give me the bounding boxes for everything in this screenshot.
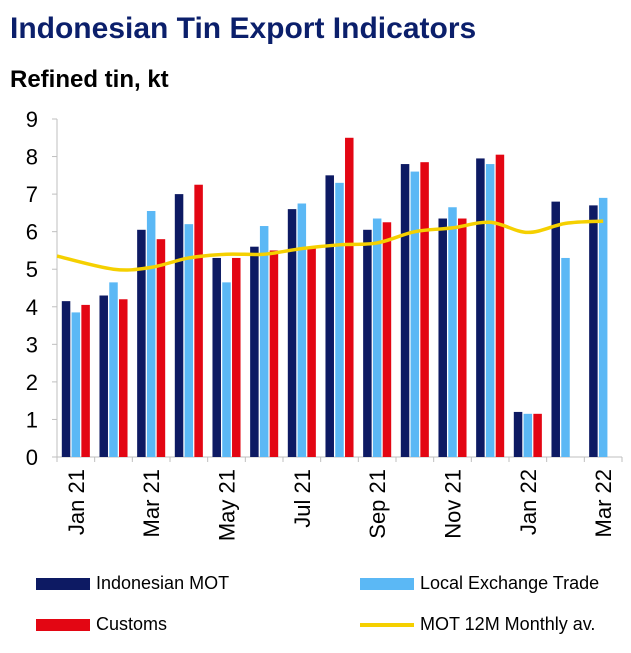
bar-customs bbox=[232, 257, 241, 457]
y-tick-label: 7 bbox=[26, 182, 38, 207]
bar-mot bbox=[513, 411, 523, 457]
chart-title: Indonesian Tin Export Indicators bbox=[10, 12, 477, 45]
y-tick-label: 5 bbox=[26, 257, 38, 282]
legend-swatch-customs bbox=[36, 618, 90, 631]
bar-lme bbox=[485, 164, 495, 458]
x-tick-label: Jan 22 bbox=[516, 469, 541, 535]
bar-lme bbox=[184, 224, 194, 457]
bar-mot bbox=[400, 164, 410, 458]
bar-mot bbox=[137, 229, 146, 457]
bar-customs bbox=[420, 162, 429, 457]
bar-lme bbox=[222, 282, 231, 457]
bar-customs bbox=[345, 137, 354, 457]
bar-lme bbox=[598, 197, 608, 457]
y-tick-label: 6 bbox=[26, 220, 38, 245]
y-tick-label: 4 bbox=[26, 295, 38, 320]
legend-label-mot: Indonesian MOT bbox=[96, 573, 230, 593]
bar-lme bbox=[297, 203, 307, 457]
bar-lme bbox=[146, 211, 156, 457]
x-tick-label: Sep 21 bbox=[365, 469, 390, 539]
bar-customs bbox=[81, 304, 90, 457]
y-tick-label: 0 bbox=[26, 445, 38, 470]
legend-item-customs: Customs bbox=[36, 614, 167, 635]
legend-item-avg: MOT 12M Monthly av. bbox=[360, 614, 595, 635]
legend-label-customs: Customs bbox=[96, 614, 168, 634]
bar-mot bbox=[325, 175, 334, 458]
bar-lme bbox=[448, 207, 457, 457]
bar-lme bbox=[561, 257, 570, 457]
bar-customs bbox=[495, 154, 505, 457]
legend-swatch-mot bbox=[36, 577, 90, 590]
y-tick-label: 1 bbox=[26, 407, 38, 432]
legend-swatch-lme bbox=[360, 577, 414, 590]
legend-item-lme: Local Exchange Trade bbox=[360, 573, 599, 594]
x-tick-label: Jan 21 bbox=[64, 469, 89, 535]
bar-lme bbox=[259, 226, 269, 457]
x-tick-label: Mar 21 bbox=[139, 469, 164, 537]
x-tick-label: May 21 bbox=[215, 469, 240, 541]
bar-customs bbox=[156, 239, 166, 457]
bar-mot bbox=[589, 205, 598, 457]
y-tick-label: 9 bbox=[26, 107, 38, 132]
bar-mot bbox=[476, 158, 485, 457]
bar-lme bbox=[410, 171, 420, 458]
legend-swatch-avg bbox=[360, 622, 414, 627]
bar-customs bbox=[119, 299, 128, 457]
bar-customs bbox=[382, 222, 392, 457]
bar-mot bbox=[61, 301, 71, 457]
x-tick-label: Jul 21 bbox=[290, 469, 315, 528]
bar-lme bbox=[109, 282, 118, 457]
bar-customs bbox=[269, 250, 279, 457]
bar-customs bbox=[194, 184, 203, 457]
bar-mot bbox=[174, 194, 184, 457]
legend-label-lme: Local Exchange Trade bbox=[420, 573, 600, 593]
bar-customs bbox=[533, 413, 542, 457]
x-tick-label: Nov 21 bbox=[441, 469, 466, 539]
bar-mot bbox=[438, 218, 447, 457]
bar-customs bbox=[307, 246, 316, 457]
legend-item-mot: Indonesian MOT bbox=[36, 573, 229, 594]
bar-mot bbox=[287, 209, 297, 457]
bar-mot bbox=[363, 229, 372, 457]
series-line-mot-12m-avg bbox=[56, 219, 604, 272]
bar-lme bbox=[372, 218, 382, 457]
bar-mot bbox=[99, 295, 108, 457]
bar-lme bbox=[335, 182, 344, 457]
bar-lme bbox=[71, 312, 81, 457]
y-tick-label: 8 bbox=[26, 145, 38, 170]
chart-subtitle: Refined tin, kt bbox=[10, 66, 169, 93]
legend-label-avg: MOT 12M Monthly av. bbox=[420, 614, 596, 634]
bar-lme bbox=[523, 413, 533, 457]
bar-mot bbox=[551, 201, 560, 457]
bar-mot bbox=[250, 246, 259, 457]
x-tick-label: Mar 22 bbox=[591, 469, 616, 537]
bar-customs bbox=[458, 218, 467, 457]
y-tick-label: 3 bbox=[26, 332, 38, 357]
bar-mot bbox=[212, 257, 221, 457]
y-tick-label: 2 bbox=[26, 370, 38, 395]
